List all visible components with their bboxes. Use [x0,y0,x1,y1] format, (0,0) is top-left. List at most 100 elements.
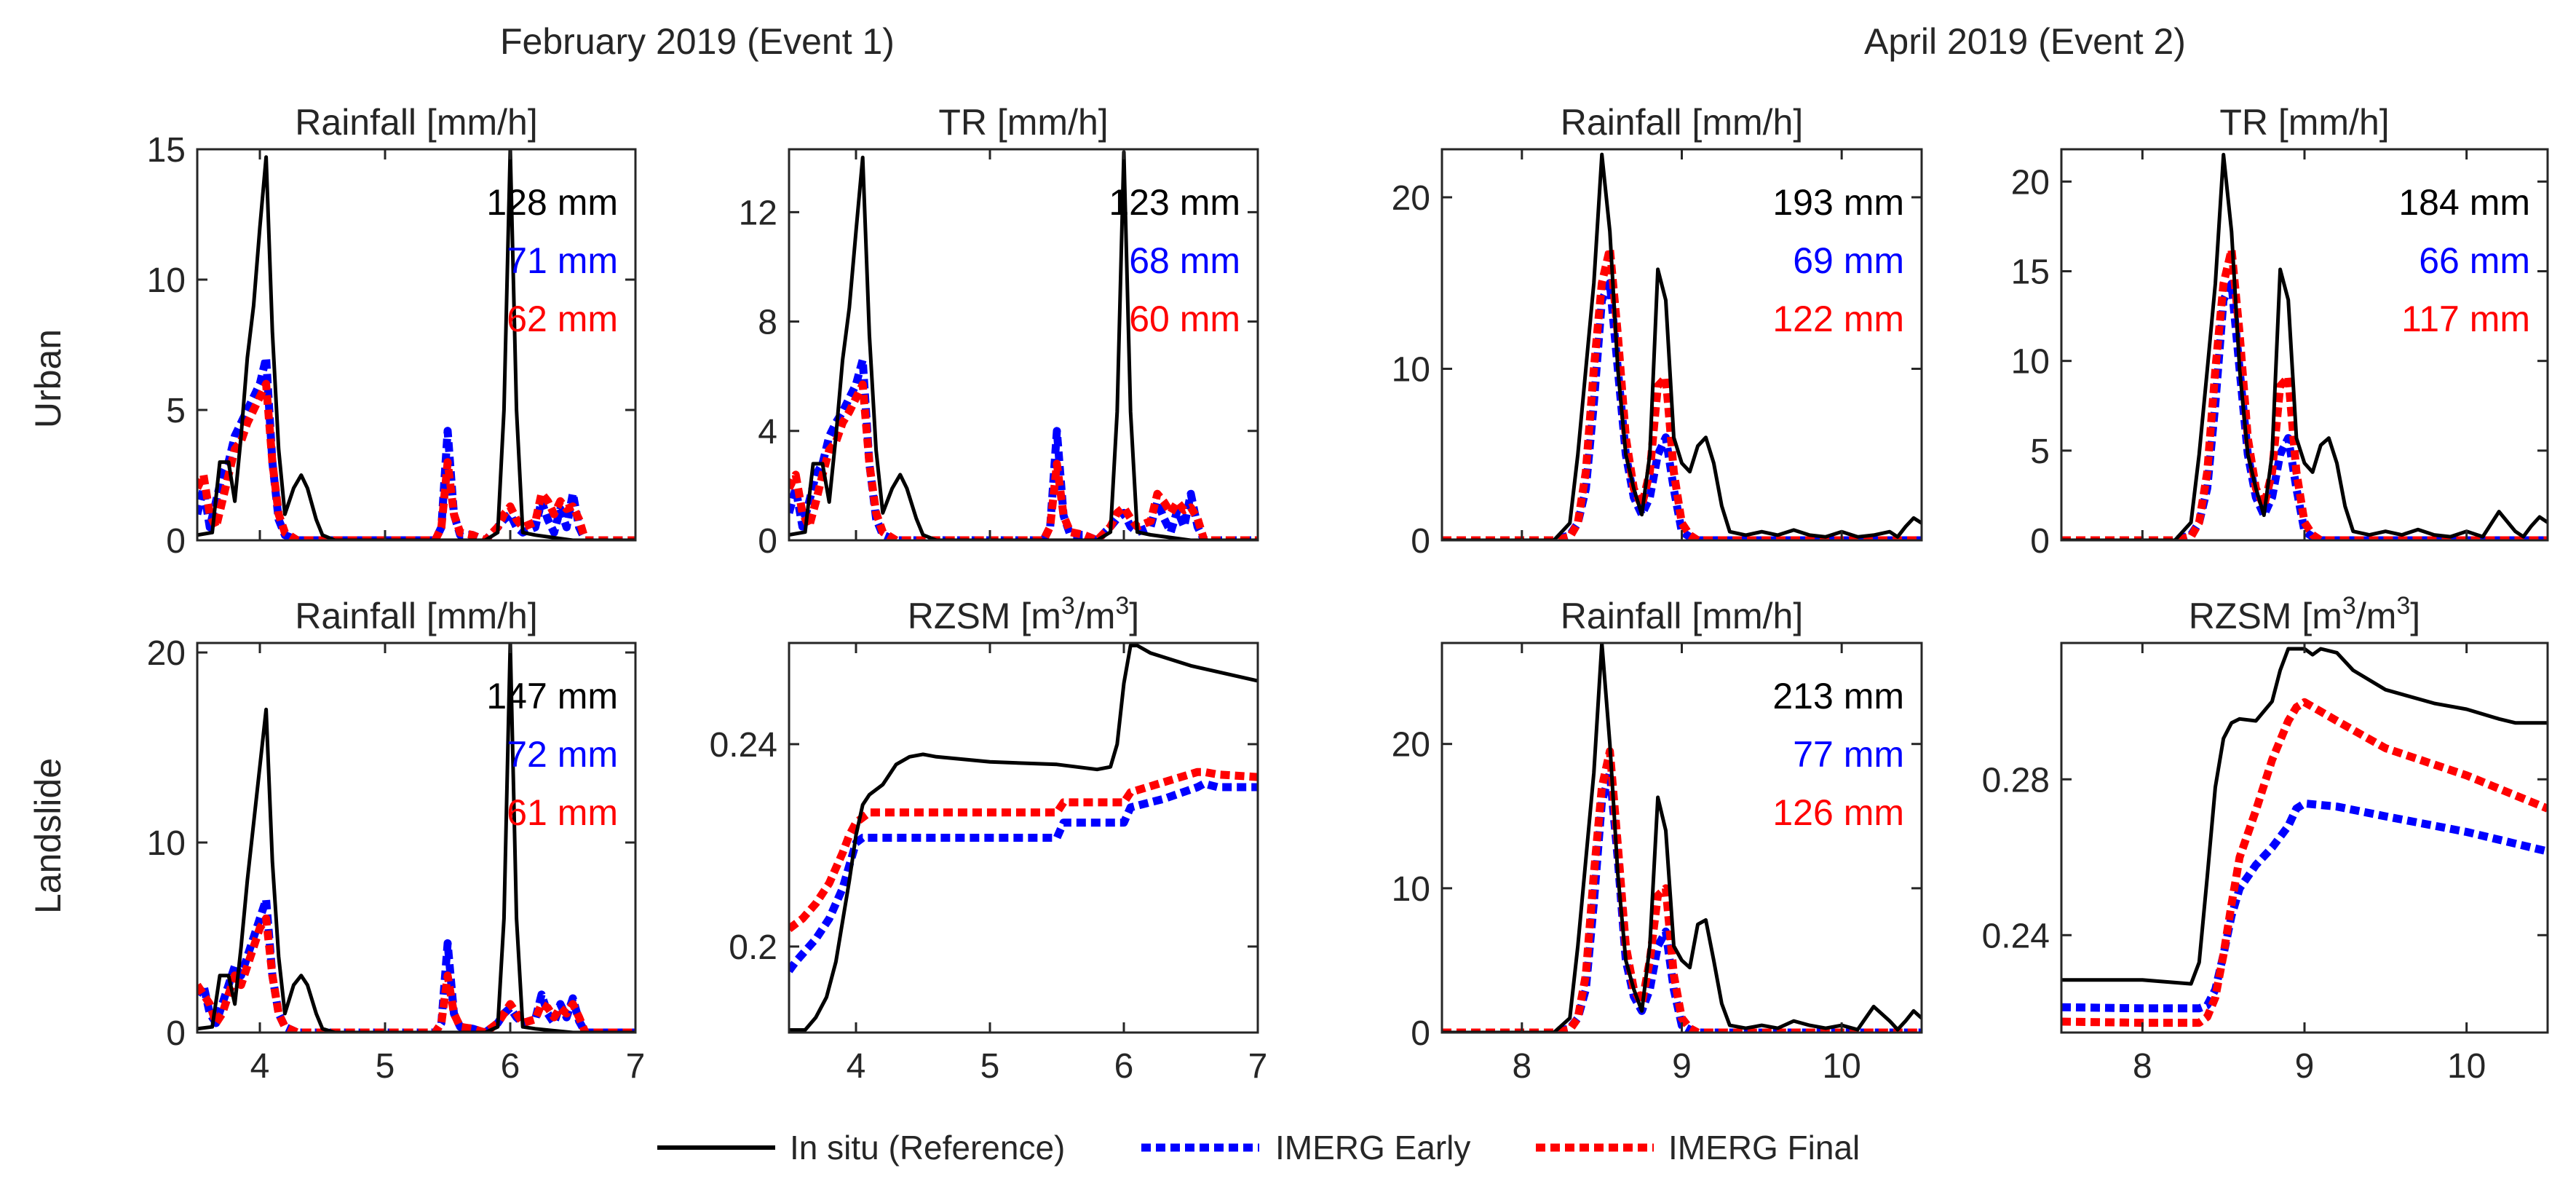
y-tick-label: 0 [1411,1014,1430,1053]
y-tick-label: 20 [1392,726,1430,765]
total-annotation: 213 mm [1772,676,1904,717]
event-title-1: February 2019 (Event 1) [500,21,895,62]
total-annotation: 117 mm [2401,299,2530,339]
y-tick-label: 4 [758,413,777,451]
panels: 0 5 10 15 Rainfall [mm/h] 128 mm 71 mm 62 mm 0 4 8… [147,102,2549,1086]
series-imerg-early-line [789,779,1258,974]
y-tick-label: 0.28 [1982,761,2050,800]
axes-box [196,148,637,542]
row-label-urban: Urban [28,329,68,428]
y-tick-label: 20 [2011,163,2050,202]
legend-label-imerg-final: IMERG Final [1668,1129,1860,1167]
panel-title: Rainfall [mm/h] [1561,102,1803,143]
panel-title: RZSM [m3/m3] [2189,592,2420,636]
total-annotation: 128 mm [486,182,618,223]
panel-p4: 0 5 10 15 20 TR [mm/h]184 mm 66 mm 117 mm [2011,102,2549,561]
series-group [789,644,1258,1032]
x-tick-label: 7 [626,1047,646,1086]
x-tick-label: 5 [980,1047,1000,1086]
y-tick-label: 12 [739,194,777,232]
series-insitu-line [789,644,1258,1032]
series-insitu-line [2061,647,2548,986]
series-imerg-early-line [197,353,635,540]
panel-title: Rainfall [mm/h] [295,596,537,636]
series-imerg-final-line [789,380,1258,540]
y-tick-label: 15 [2011,253,2050,292]
y-tick-label: 0.24 [710,726,777,765]
x-tick-label: 7 [1248,1047,1268,1086]
x-tick-label: 10 [1822,1047,1860,1086]
axes-box [788,642,1259,1034]
series-insitu-line [197,149,635,540]
total-annotation: 71 mm [507,240,618,281]
series-group [197,643,635,1033]
series-imerg-final-line [197,379,635,540]
y-tick-label: 5 [2030,433,2050,471]
panel-title: Rainfall [mm/h] [295,102,537,143]
total-annotation: 61 mm [507,792,618,833]
total-annotation: 69 mm [1793,240,1904,281]
total-annotation: 184 mm [2398,182,2530,223]
y-tick-label: 0 [166,522,186,561]
y-tick-label: 10 [147,261,186,300]
x-tick-label: 6 [501,1047,520,1086]
y-tick-label: 10 [1392,870,1430,909]
series-insitu-line [1442,643,1922,1033]
total-annotation: 193 mm [1772,182,1904,223]
panel-p3: 0 10 20 Rainfall [mm/h] 193 mm 69 mm 122 mm [1392,102,1923,561]
x-tick-label: 9 [2295,1047,2315,1086]
axes-box [196,642,637,1034]
series-group [1442,152,1922,540]
y-tick-label: 20 [1392,179,1430,218]
panel-p7: 0 10 20 8 9 10 Rainfall [mm/h] 213 mm 77 mm 126 m… [1392,596,1923,1086]
legend-label-insitu: In situ (Reference) [790,1129,1065,1167]
legend: In situ (Reference) IMERG Early IMERG Fi… [657,1129,1860,1167]
panel-p8: 0.24 0.28 8 9 10 RZSM [m3/m3] [1982,592,2549,1086]
series-imerg-final-line [789,767,1258,932]
x-tick-label: 4 [250,1047,270,1086]
y-tick-label: 15 [147,131,186,170]
total-annotation: 126 mm [1772,792,1904,833]
total-annotation: 60 mm [1129,299,1240,339]
y-tick-label: 5 [166,392,186,430]
panel-p6: 0.2 0.24 4 5 6 7 RZSM [m3/m3] [710,592,1268,1086]
total-annotation: 66 mm [2419,240,2530,281]
y-tick-label: 0 [2030,522,2050,561]
series-insitu-line [197,643,635,1033]
total-annotation: 77 mm [1793,734,1904,775]
y-tick-label: 10 [2011,343,2050,382]
y-tick-label: 0.24 [1982,917,2050,955]
total-annotation: 122 mm [1772,299,1904,339]
x-tick-label: 9 [1672,1047,1692,1086]
panel-title: TR [mm/h] [938,102,1108,143]
y-tick-label: 0 [166,1014,186,1053]
x-tick-label: 4 [847,1047,866,1086]
total-annotation: 68 mm [1129,240,1240,281]
panel-title: RZSM [m3/m3] [908,592,1139,636]
total-annotation: 123 mm [1109,182,1240,223]
panel-title: TR [mm/h] [2219,102,2389,143]
series-imerg-early-line [2061,280,2548,540]
panel-p2: 0 4 8 12 TR [mm/h]123 mm 68 mm 60 mm [739,102,1259,561]
y-tick-label: 8 [758,304,777,342]
series-group [2061,647,2548,1027]
total-annotation: 72 mm [507,734,618,775]
x-tick-label: 8 [2133,1047,2152,1086]
event-title-2: April 2019 (Event 2) [1864,21,2186,62]
y-tick-label: 0 [758,522,777,561]
y-tick-label: 0 [1411,522,1430,561]
series-imerg-final-line [197,914,635,1033]
series-group [1442,643,1922,1033]
series-insitu-line [1442,152,1922,540]
y-tick-label: 20 [147,634,186,673]
series-group [2061,152,2548,540]
panel-p1: 0 5 10 15 Rainfall [mm/h] 128 mm 71 mm 62 mm [147,102,637,561]
y-tick-label: 10 [147,824,186,863]
x-tick-label: 6 [1114,1047,1134,1086]
series-insitu-line [789,150,1258,540]
legend-label-imerg-early: IMERG Early [1275,1129,1470,1167]
y-tick-label: 0.2 [729,928,777,967]
series-group [197,149,635,540]
